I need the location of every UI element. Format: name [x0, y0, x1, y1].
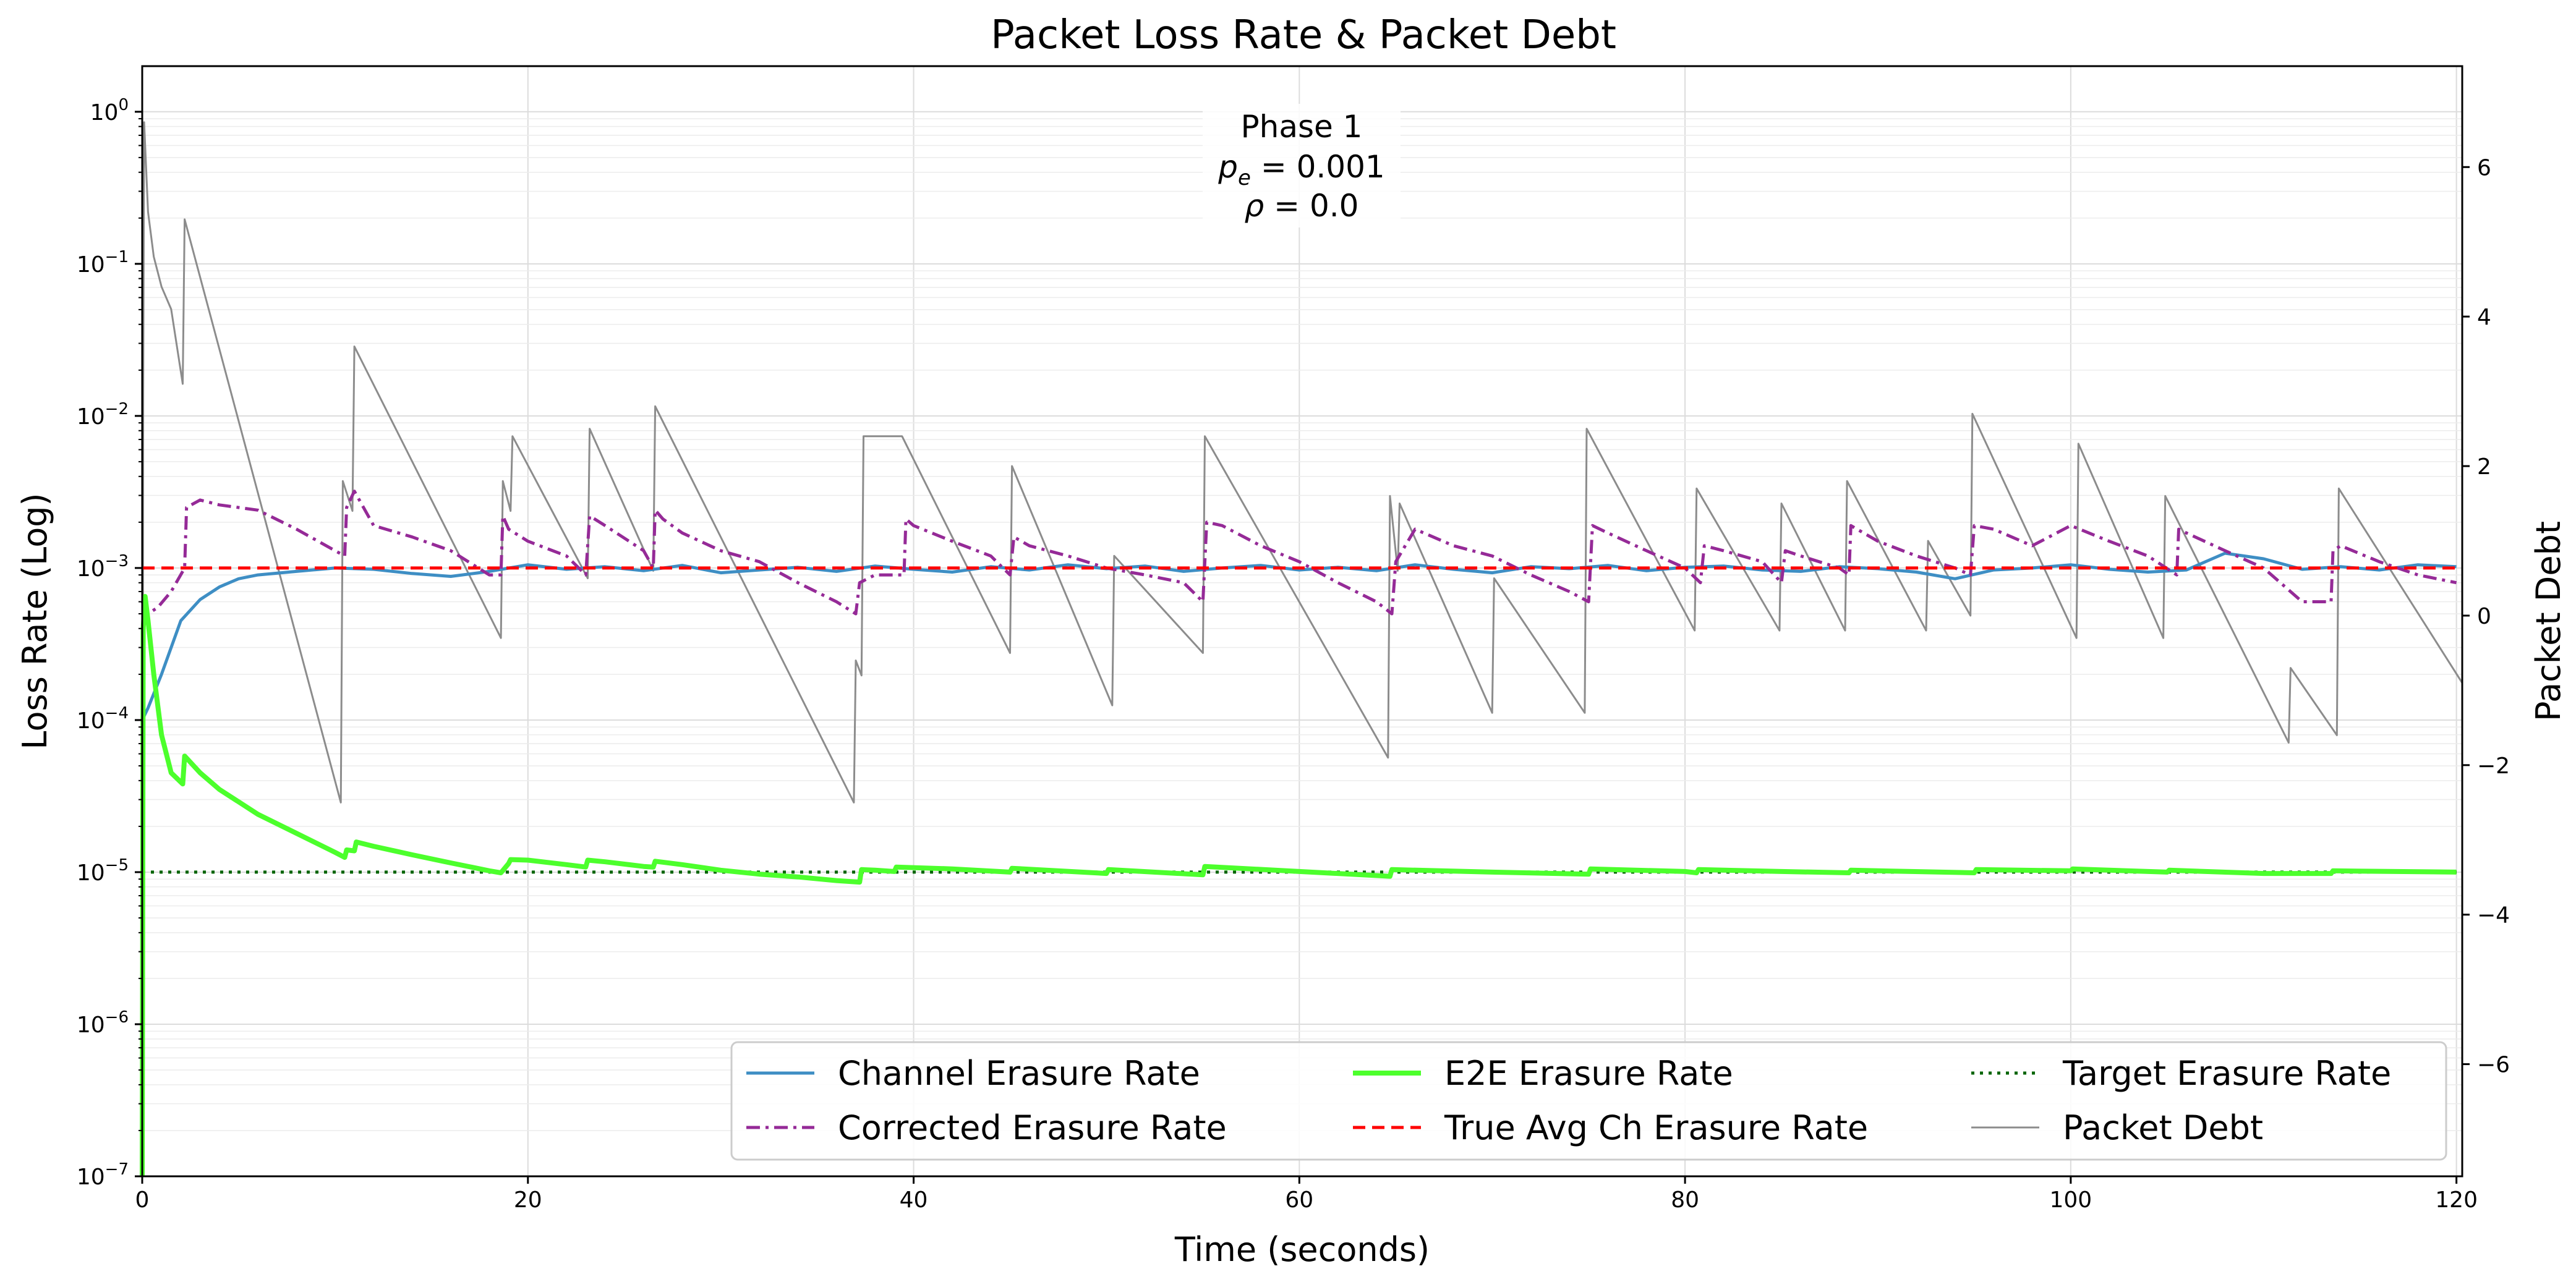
y-axis-right-label: Packet Debt: [2529, 521, 2568, 721]
y-axis-left-label: Loss Rate (Log): [15, 493, 54, 749]
y-right-tick-label-1: −4: [2477, 903, 2510, 928]
annotation-pe-value: = 0.001: [1251, 149, 1385, 185]
plot-frame: [141, 65, 2463, 1178]
phase-annotation: Phase 1 pe = 0.001 ρ = 0.0: [1203, 104, 1401, 227]
y-left-tick-label-5: 10−2: [77, 400, 129, 430]
legend: Channel Erasure Rate Corrected Erasure Ra…: [730, 1041, 2447, 1161]
legend-label-0: Channel Erasure Rate: [838, 1054, 1200, 1093]
annotation-phase: Phase 1: [1241, 109, 1363, 145]
x-tick-label-3: 60: [1285, 1187, 1313, 1213]
legend-label-2: E2E Erasure Rate: [1444, 1054, 1733, 1093]
y-left-tick-label-1: 10−6: [77, 1008, 129, 1038]
y-left-tick-label-7: 100: [90, 96, 129, 125]
x-tick-label-0: 0: [135, 1187, 150, 1213]
y-axis-right: −6 −4 −2 0 2 4 6: [2462, 155, 2510, 1078]
y-right-tick-label-3: 0: [2477, 604, 2491, 629]
legend-label-5: Packet Debt: [2063, 1108, 2263, 1147]
y-axis-left: 10−7 10−6 10−5 10−4 10−3 10−2 10−1 100: [77, 96, 142, 1190]
y-left-tick-label-2: 10−5: [77, 856, 129, 886]
y-right-tick-label-0: −6: [2477, 1053, 2510, 1078]
x-tick-label-1: 20: [514, 1187, 542, 1213]
y-right-tick-label-4: 2: [2477, 454, 2491, 480]
legend-label-4: Target Erasure Rate: [2062, 1054, 2391, 1093]
annotation-rho-value: = 0.0: [1264, 188, 1358, 224]
series-line-5: [141, 121, 2463, 1161]
x-axis: 0 20 40 60 80 100 120: [135, 1176, 2478, 1213]
annotation-rho-symbol: ρ: [1245, 188, 1265, 224]
legend-label-3: True Avg Ch Erasure Rate: [1444, 1108, 1868, 1147]
annotation-pe-subscript: e: [1238, 166, 1251, 190]
y-left-tick-label-4: 10−3: [77, 552, 129, 582]
x-tick-label-2: 40: [900, 1187, 928, 1213]
x-tick-label-4: 80: [1671, 1187, 1699, 1213]
annotation-rho: ρ = 0.0: [1245, 188, 1359, 224]
x-tick-label-6: 120: [2435, 1187, 2478, 1213]
chart-title: Packet Loss Rate & Packet Debt: [991, 12, 1616, 58]
series-line-1: [140, 490, 2457, 616]
legend-label-1: Corrected Erasure Rate: [838, 1108, 1227, 1147]
series-line-2: [140, 593, 2457, 1177]
y-left-tick-label-0: 10−7: [77, 1160, 129, 1190]
y-left-tick-label-6: 10−1: [77, 248, 129, 278]
x-axis-label: Time (seconds): [1174, 1230, 1430, 1269]
y-right-tick-label-2: −2: [2477, 753, 2510, 779]
y-right-tick-label-5: 4: [2477, 305, 2491, 330]
y-left-tick-label-3: 10−4: [77, 704, 129, 734]
y-right-tick-label-6: 6: [2477, 155, 2491, 180]
series-layer: [140, 121, 2463, 1177]
x-tick-label-5: 100: [2050, 1187, 2092, 1213]
annotation-pe: pe = 0.001: [1218, 149, 1385, 190]
annotation-pe-symbol: p: [1218, 149, 1238, 185]
